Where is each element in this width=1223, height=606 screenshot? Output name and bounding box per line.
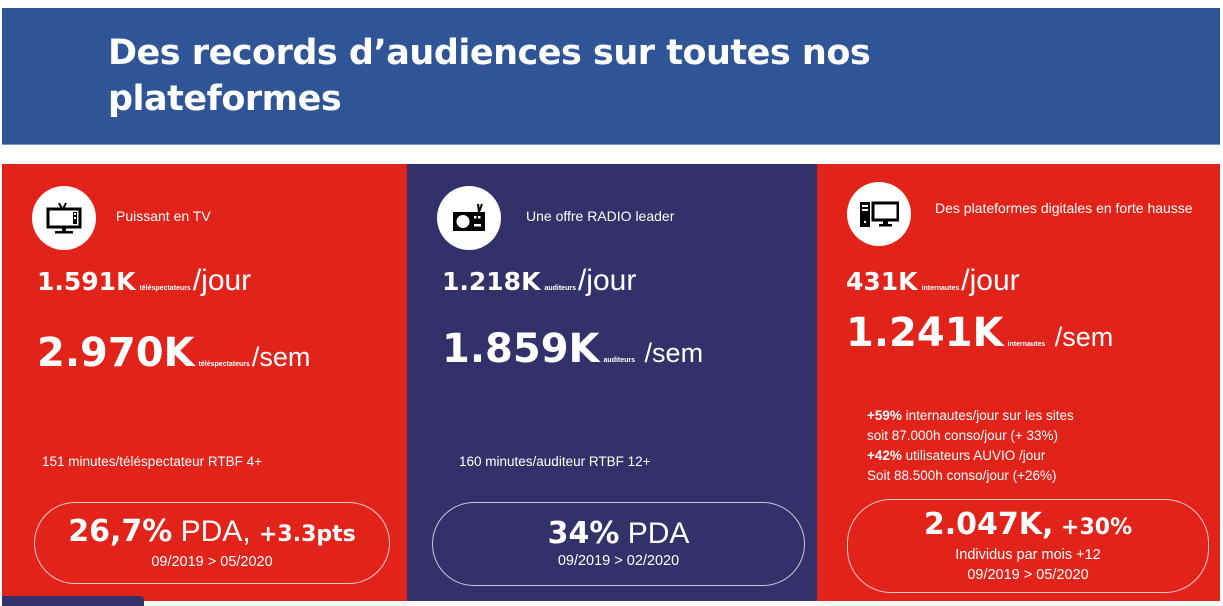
monthly-reach-change: +30% bbox=[1053, 514, 1133, 540]
minutes-note: 151 minutes/téléspectateur RTBF 4+ bbox=[42, 454, 262, 469]
weekly-period: /sem bbox=[637, 338, 704, 368]
digital-panel: Des plateformes digitales en forte hauss… bbox=[817, 164, 1220, 601]
growth-notes: +59% internautes/jour sur les sites soit… bbox=[867, 406, 1074, 486]
radio-panel: Une offre RADIO leader 1.218K auditeurs/j… bbox=[407, 164, 817, 601]
footer-tab bbox=[2, 596, 144, 606]
weekly-audience: 1.241K internautes /sem bbox=[846, 310, 1113, 356]
daily-period: /jour bbox=[577, 264, 637, 297]
radio-icon-badge bbox=[437, 186, 501, 250]
desktop-computer-icon bbox=[860, 201, 899, 227]
monthly-reach-value: 2.047K, bbox=[923, 506, 1054, 542]
monthly-reach-period: 09/2019 > 05/2020 bbox=[967, 566, 1089, 583]
daily-unit: auditeurs bbox=[544, 285, 576, 292]
share-period: 09/2019 > 02/2020 bbox=[557, 553, 680, 569]
panel-subtitle: Des plateformes digitales en forte hauss… bbox=[935, 200, 1193, 216]
daily-audience: 1.218K auditeurs/jour bbox=[442, 264, 636, 298]
daily-value: 1.591K bbox=[37, 267, 136, 296]
weekly-value: 2.970K bbox=[37, 330, 195, 376]
monthly-reach-pill: 2.047K, +30% Individus par mois +12 09/2… bbox=[847, 499, 1209, 593]
growth-text: soit 87.000h conso/jour (+ 33%) bbox=[867, 428, 1058, 443]
panel-subtitle: Puissant en TV bbox=[116, 208, 211, 224]
weekly-unit: internautes bbox=[1007, 341, 1046, 348]
weekly-value: 1.859K bbox=[442, 326, 600, 372]
daily-audience: 1.591K téléspectateurs/jour bbox=[37, 264, 251, 298]
weekly-period: /sem bbox=[251, 342, 311, 372]
weekly-unit: auditeurs bbox=[603, 357, 636, 364]
daily-value: 1.218K bbox=[442, 267, 541, 296]
panel-subtitle: Une offre RADIO leader bbox=[526, 208, 675, 224]
monthly-reach-label: Individus par mois +12 bbox=[955, 546, 1101, 563]
share-pill: 26,7% PDA, +3.3pts 09/2019 > 05/2020 bbox=[34, 502, 390, 584]
growth-note-line: +42% utilisateurs AUVIO /jour bbox=[867, 446, 1074, 466]
share-headline: 34% PDA bbox=[548, 517, 690, 551]
tv-panel: Puissant en TV 1.591K téléspectateurs/jou… bbox=[2, 164, 407, 601]
share-change: +3.3pts bbox=[259, 521, 356, 547]
share-label: PDA bbox=[619, 517, 690, 550]
desktop-icon-badge bbox=[847, 182, 911, 246]
daily-period: /jour bbox=[192, 264, 252, 297]
weekly-value: 1.241K bbox=[846, 310, 1004, 356]
monthly-reach-headline: 2.047K, +30% bbox=[923, 506, 1133, 545]
growth-note-line: +59% internautes/jour sur les sites bbox=[867, 406, 1074, 426]
weekly-unit: téléspectateurs bbox=[198, 361, 250, 368]
title-banner: Des records d’audiences sur toutes nos p… bbox=[2, 8, 1220, 145]
tv-icon-badge bbox=[32, 186, 96, 250]
daily-unit: téléspectateurs bbox=[139, 285, 191, 292]
share-label: PDA, bbox=[172, 514, 259, 548]
minutes-note: 160 minutes/auditeur RTBF 12+ bbox=[459, 454, 651, 469]
growth-note-line: soit 87.000h conso/jour (+ 33%) bbox=[867, 426, 1074, 446]
share-headline: 26,7% PDA, +3.3pts bbox=[68, 513, 356, 552]
daily-unit: internautes bbox=[921, 285, 960, 292]
daily-audience: 431K internautes/jour bbox=[846, 264, 1020, 298]
tv-icon bbox=[46, 202, 82, 234]
growth-note-line: Soit 88.500h conso/jour (+26%) bbox=[867, 466, 1074, 486]
page-title: Des records d’audiences sur toutes nos p… bbox=[108, 33, 871, 119]
share-pill: 34% PDA 09/2019 > 02/2020 bbox=[432, 502, 805, 586]
growth-text: internautes/jour sur les sites bbox=[901, 408, 1074, 423]
radio-icon bbox=[453, 203, 485, 231]
share-period: 09/2019 > 05/2020 bbox=[151, 553, 273, 570]
growth-percent: +59% bbox=[867, 408, 902, 423]
growth-text: utilisateurs AUVIO /jour bbox=[901, 448, 1046, 463]
daily-period: /jour bbox=[961, 264, 1020, 297]
daily-value: 431K bbox=[846, 267, 918, 296]
weekly-audience: 2.970K téléspectateurs/sem bbox=[37, 330, 310, 376]
share-value: 26,7% bbox=[68, 513, 173, 549]
growth-text: Soit 88.500h conso/jour (+26%) bbox=[867, 468, 1057, 483]
growth-percent: +42% bbox=[867, 448, 902, 463]
weekly-audience: 1.859K auditeurs /sem bbox=[442, 326, 703, 372]
share-value: 34% bbox=[547, 516, 620, 551]
weekly-period: /sem bbox=[1047, 322, 1114, 352]
